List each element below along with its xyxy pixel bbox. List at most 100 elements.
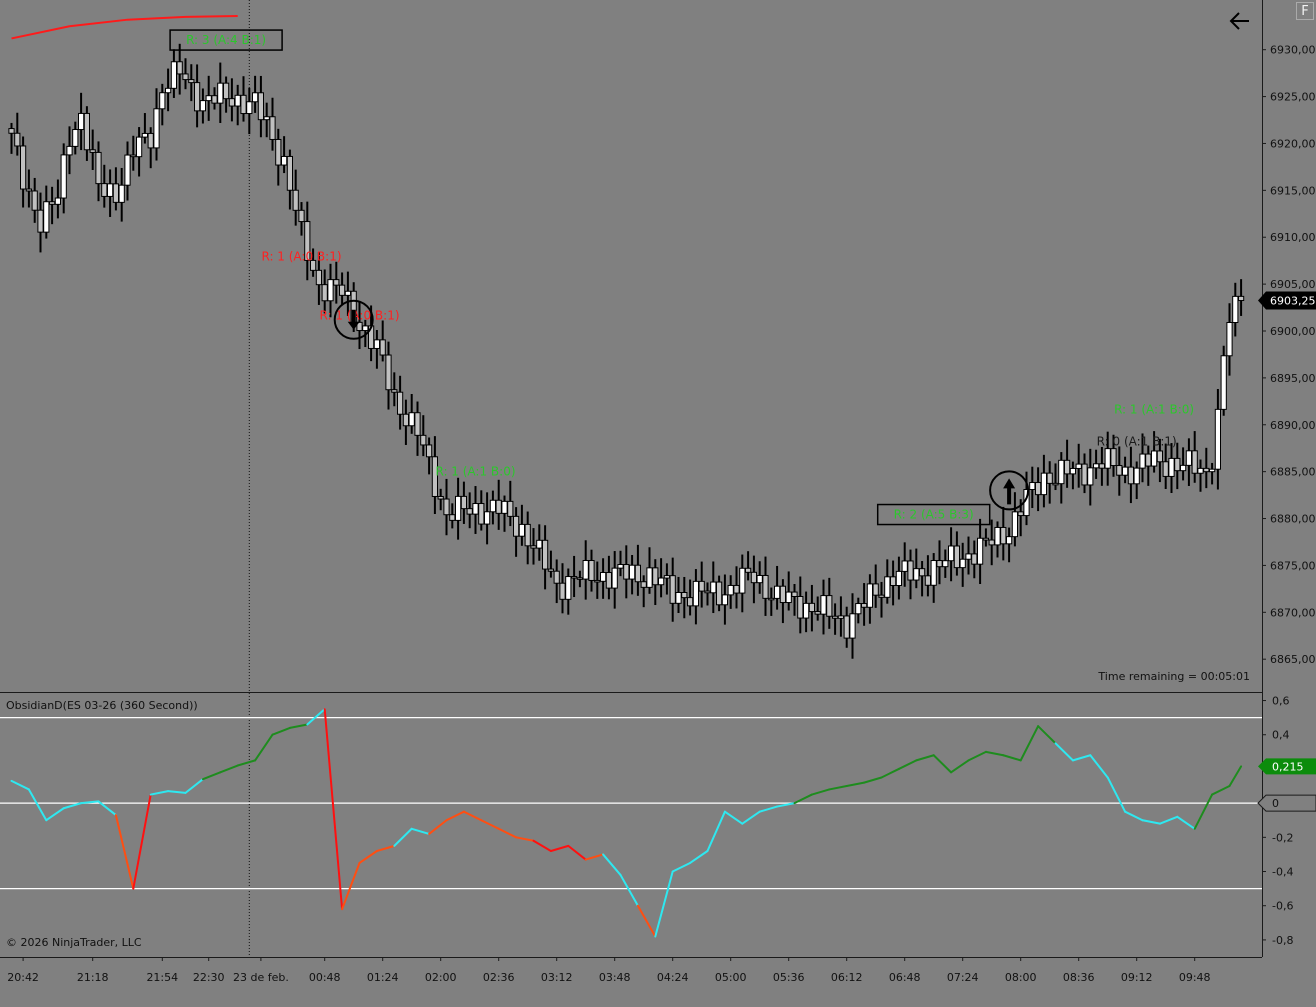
candle[interactable] xyxy=(25,169,32,208)
candle[interactable] xyxy=(1127,446,1135,504)
candle[interactable] xyxy=(246,87,253,135)
candle[interactable] xyxy=(402,399,409,445)
candle[interactable] xyxy=(101,164,108,208)
candle[interactable] xyxy=(1069,461,1077,490)
candle[interactable] xyxy=(733,566,740,609)
candle[interactable] xyxy=(861,583,868,626)
candle[interactable] xyxy=(518,504,525,546)
candle[interactable] xyxy=(727,575,734,609)
candle[interactable] xyxy=(698,561,705,608)
candle[interactable] xyxy=(1162,443,1169,489)
candle[interactable] xyxy=(994,521,1001,558)
candle[interactable] xyxy=(449,503,456,529)
candle[interactable] xyxy=(1139,433,1146,483)
candle[interactable] xyxy=(971,540,978,579)
candle[interactable] xyxy=(843,606,850,648)
candle[interactable] xyxy=(785,571,792,611)
candle[interactable] xyxy=(913,548,920,589)
candle[interactable] xyxy=(147,127,154,169)
candle[interactable] xyxy=(634,544,641,596)
candle[interactable] xyxy=(1209,462,1216,485)
candle[interactable] xyxy=(704,582,711,606)
candle[interactable] xyxy=(919,561,926,597)
candle[interactable] xyxy=(953,531,960,576)
candle[interactable] xyxy=(605,555,612,600)
candle[interactable] xyxy=(1122,456,1129,484)
candle[interactable] xyxy=(1156,438,1164,483)
candle[interactable] xyxy=(588,549,595,592)
candle[interactable] xyxy=(1035,467,1042,512)
candle[interactable] xyxy=(1029,466,1036,509)
candle[interactable] xyxy=(582,540,589,600)
candle[interactable] xyxy=(849,593,856,659)
candle[interactable] xyxy=(460,481,467,524)
candle[interactable] xyxy=(658,558,665,598)
candle[interactable] xyxy=(1133,461,1140,500)
candle[interactable] xyxy=(455,477,462,540)
candle[interactable] xyxy=(774,565,781,610)
candle[interactable] xyxy=(1064,439,1071,488)
candle[interactable] xyxy=(646,547,653,594)
candle[interactable] xyxy=(414,401,421,456)
candle[interactable] xyxy=(507,480,514,527)
candle[interactable] xyxy=(194,64,201,128)
candle[interactable] xyxy=(1232,282,1239,337)
candle[interactable] xyxy=(721,574,728,625)
candle[interactable] xyxy=(901,542,908,587)
candle[interactable] xyxy=(1145,445,1152,486)
candle[interactable] xyxy=(54,179,61,219)
candle[interactable] xyxy=(495,479,502,530)
candle[interactable] xyxy=(333,261,340,304)
candle[interactable] xyxy=(1180,447,1187,481)
candle[interactable] xyxy=(501,495,508,532)
candle[interactable] xyxy=(43,185,50,239)
candle[interactable] xyxy=(942,549,949,578)
candle[interactable] xyxy=(768,587,775,616)
candle[interactable] xyxy=(478,490,485,531)
candle[interactable] xyxy=(14,112,21,156)
candle[interactable] xyxy=(687,579,694,616)
candle[interactable] xyxy=(408,394,415,434)
candle[interactable] xyxy=(594,561,601,599)
candle[interactable] xyxy=(1087,448,1094,506)
candle[interactable] xyxy=(8,122,15,154)
candle[interactable] xyxy=(489,490,496,525)
candle[interactable] xyxy=(797,576,804,634)
candle[interactable] xyxy=(948,527,955,582)
candle[interactable] xyxy=(930,553,937,603)
candle[interactable] xyxy=(1000,506,1007,561)
candle[interactable] xyxy=(1203,447,1210,489)
candle[interactable] xyxy=(397,375,404,430)
candle[interactable] xyxy=(762,556,769,616)
candle[interactable] xyxy=(159,83,166,126)
candle[interactable] xyxy=(228,78,236,122)
candle[interactable] xyxy=(211,87,218,110)
candle[interactable] xyxy=(49,186,56,225)
candle[interactable] xyxy=(385,341,392,410)
candle[interactable] xyxy=(669,557,676,622)
candle[interactable] xyxy=(1046,461,1053,504)
candle[interactable] xyxy=(240,76,247,122)
candle[interactable] xyxy=(855,597,862,624)
candle[interactable] xyxy=(118,167,125,222)
candle[interactable] xyxy=(83,106,91,161)
candle[interactable] xyxy=(547,550,554,578)
candle[interactable] xyxy=(977,518,984,584)
candle[interactable] xyxy=(559,563,566,614)
candle[interactable] xyxy=(988,519,995,566)
candle[interactable] xyxy=(292,169,299,226)
candle[interactable] xyxy=(339,272,346,306)
candle[interactable] xyxy=(327,263,334,318)
candle[interactable] xyxy=(756,561,763,594)
candle[interactable] xyxy=(484,492,491,545)
candle[interactable] xyxy=(112,167,120,211)
candle[interactable] xyxy=(223,76,230,113)
candle[interactable] xyxy=(1052,463,1059,491)
candle[interactable] xyxy=(437,488,444,511)
candle[interactable] xyxy=(130,135,137,171)
candle[interactable] xyxy=(1075,443,1082,488)
candle[interactable] xyxy=(576,570,583,588)
candle[interactable] xyxy=(716,575,723,612)
candle[interactable] xyxy=(779,579,786,624)
candle[interactable] xyxy=(153,88,160,161)
